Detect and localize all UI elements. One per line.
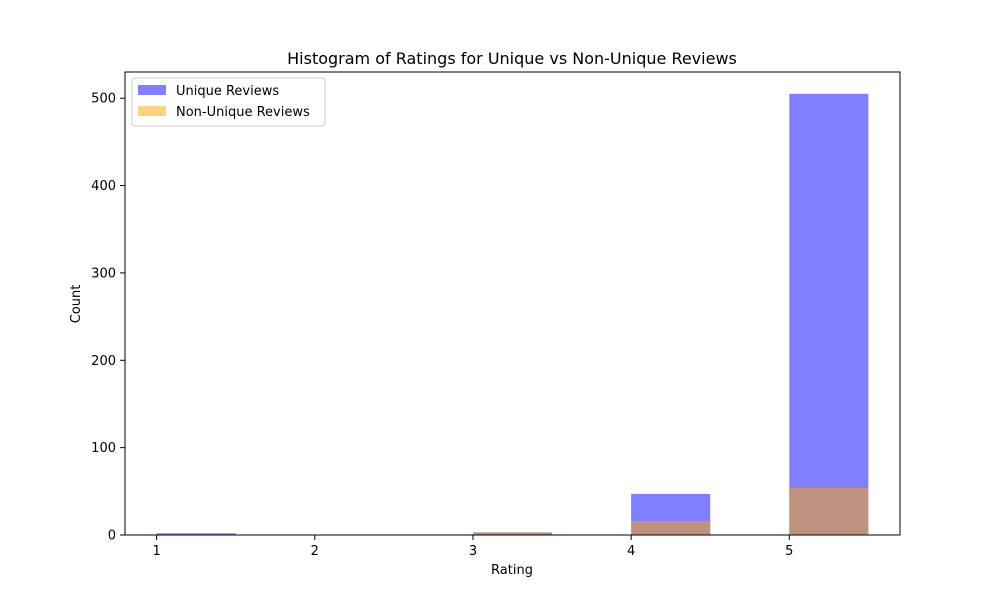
- x-tick-label-1: 2: [311, 544, 319, 559]
- legend-swatch-0: [138, 85, 166, 95]
- y-tick-label-1: 100: [91, 441, 116, 456]
- x-tick-label-2: 3: [469, 544, 477, 559]
- x-tick-label-0: 1: [152, 544, 160, 559]
- bar-series-1-bin-0: [472, 532, 553, 535]
- y-tick-label-5: 500: [91, 92, 116, 107]
- bars-group: [156, 93, 869, 535]
- y-tick-label-2: 200: [91, 354, 116, 369]
- legend-swatch-1: [138, 106, 166, 116]
- bar-series-0-bin-3: [789, 93, 869, 535]
- chart-title: Histogram of Ratings for Unique vs Non-U…: [287, 49, 737, 68]
- bar-series-1-bin-1: [631, 521, 711, 535]
- plot-area-frame: [124, 71, 901, 536]
- bar-series-0-bin-0: [156, 533, 236, 535]
- x-axis-label: Rating: [491, 563, 533, 578]
- legend-label-1: Non-Unique Reviews: [176, 105, 310, 120]
- y-axis-ticks: 0 100 200 300 400 500: [91, 92, 125, 544]
- y-tick-label-3: 300: [91, 266, 116, 281]
- x-tick-label-3: 4: [627, 544, 635, 559]
- x-tick-label-4: 5: [785, 544, 793, 559]
- bar-series-1-bin-2: [789, 487, 869, 535]
- legend: Unique Reviews Non-Unique Reviews: [131, 77, 326, 127]
- y-tick-label-0: 0: [108, 529, 116, 544]
- x-axis-ticks: 1 2 3 4 5: [152, 535, 793, 559]
- y-axis-label: Count: [69, 285, 84, 324]
- y-tick-label-4: 400: [91, 179, 116, 194]
- legend-label-0: Unique Reviews: [176, 84, 279, 99]
- legend-box: [131, 77, 326, 127]
